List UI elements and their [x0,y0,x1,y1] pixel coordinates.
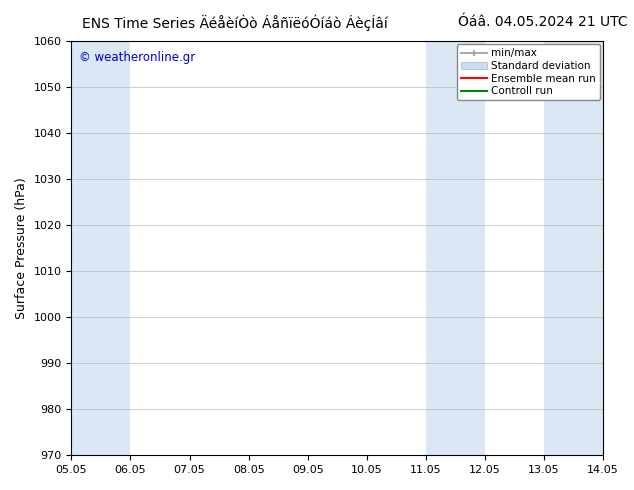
Text: © weatheronline.gr: © weatheronline.gr [79,51,196,64]
Bar [72,41,131,455]
Text: ENS Time Series ÄéåèíÒò ÁåñïëóÓíáò ÁèçÍâí: ENS Time Series ÄéåèíÒò ÁåñïëóÓíáò ÁèçÍâ… [82,15,388,31]
Y-axis label: Surface Pressure (hPa): Surface Pressure (hPa) [15,177,28,319]
Bar [426,41,485,455]
Text: Óáâ. 04.05.2024 21 UTC: Óáâ. 04.05.2024 21 UTC [458,15,628,29]
Legend: min/max, Standard deviation, Ensemble mean run, Controll run: min/max, Standard deviation, Ensemble me… [456,44,600,100]
Bar [544,41,603,455]
